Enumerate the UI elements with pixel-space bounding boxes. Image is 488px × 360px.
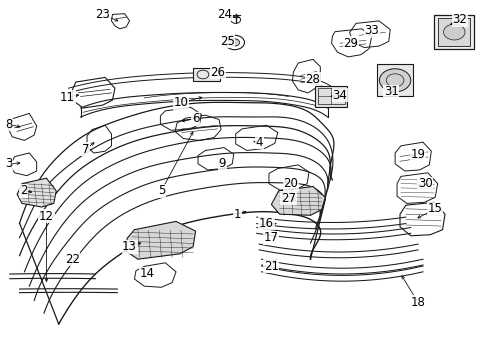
Text: 1: 1 — [233, 208, 241, 221]
Text: 11: 11 — [60, 91, 75, 104]
Circle shape — [443, 24, 464, 40]
Text: 4: 4 — [255, 136, 263, 149]
Text: 31: 31 — [383, 85, 398, 98]
Text: 21: 21 — [264, 260, 278, 273]
Text: 32: 32 — [451, 13, 466, 26]
Text: 2: 2 — [20, 184, 27, 197]
Text: 25: 25 — [220, 35, 234, 48]
Text: 27: 27 — [281, 192, 295, 204]
Polygon shape — [17, 178, 56, 207]
Text: 13: 13 — [122, 240, 137, 253]
Text: 22: 22 — [65, 253, 80, 266]
Text: 24: 24 — [217, 8, 232, 21]
Text: 14: 14 — [139, 267, 154, 280]
Text: 8: 8 — [5, 118, 13, 131]
Bar — [317, 88, 344, 104]
Circle shape — [229, 39, 239, 46]
Bar — [315, 86, 346, 107]
Text: 5: 5 — [157, 184, 165, 197]
Text: 12: 12 — [39, 210, 54, 222]
Text: 15: 15 — [427, 202, 442, 215]
Text: 23: 23 — [95, 8, 110, 21]
Text: 17: 17 — [264, 231, 278, 244]
Text: 3: 3 — [5, 157, 13, 170]
Text: 9: 9 — [218, 157, 226, 170]
Polygon shape — [126, 221, 195, 259]
Bar — [193, 68, 220, 81]
Text: 29: 29 — [343, 37, 358, 50]
Bar — [433, 15, 473, 49]
Text: 20: 20 — [283, 177, 298, 190]
Text: 7: 7 — [81, 143, 89, 156]
Text: 33: 33 — [364, 24, 378, 37]
Text: 19: 19 — [410, 148, 425, 161]
Bar — [376, 64, 412, 96]
Text: 6: 6 — [191, 112, 199, 125]
Circle shape — [379, 69, 410, 92]
Polygon shape — [271, 186, 325, 215]
Text: 30: 30 — [417, 177, 432, 190]
Text: 34: 34 — [332, 89, 346, 102]
Text: 28: 28 — [305, 73, 320, 86]
Bar — [437, 18, 469, 46]
Text: 10: 10 — [173, 96, 188, 109]
Text: 16: 16 — [259, 217, 273, 230]
Text: 26: 26 — [210, 66, 224, 78]
Text: 18: 18 — [410, 296, 425, 309]
